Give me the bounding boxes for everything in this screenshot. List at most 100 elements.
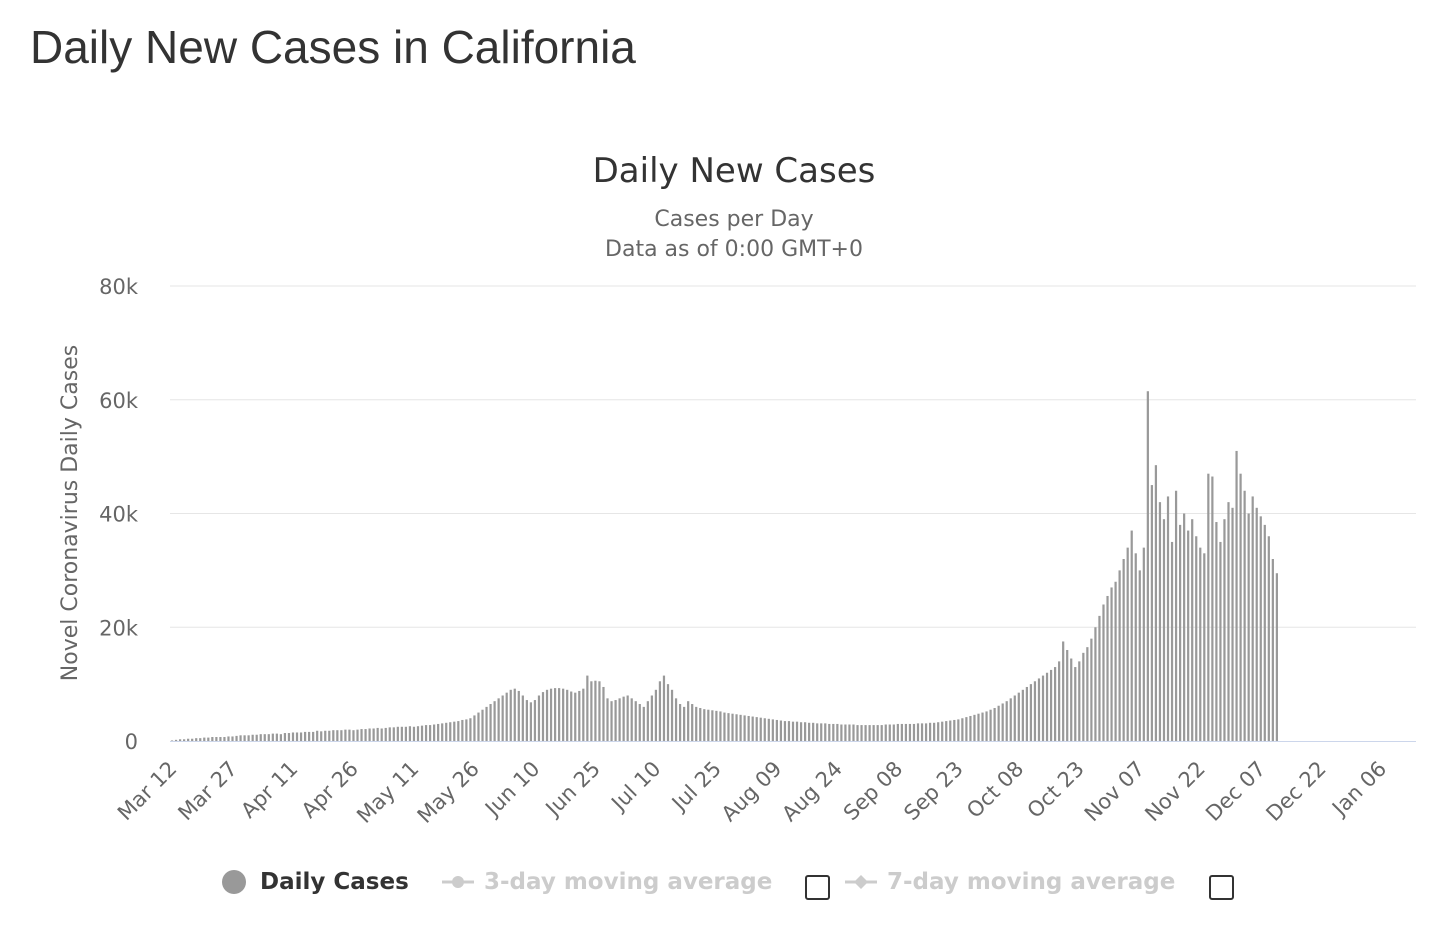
bar — [1078, 661, 1081, 742]
bar — [356, 729, 359, 742]
bar — [1239, 473, 1242, 741]
bar — [525, 700, 528, 741]
chart-subtitle-line-2: Data as of 0:00 GMT+0 — [605, 237, 863, 262]
bar — [880, 725, 883, 741]
bar — [924, 723, 928, 741]
bar — [828, 723, 831, 741]
bar — [1223, 519, 1226, 741]
bar — [1179, 524, 1182, 742]
x-tick-label: Sep 23 — [899, 757, 968, 826]
bar — [715, 710, 718, 741]
daily-cases-chart: Daily New Cases Cases per Day Data as of… — [58, 151, 1416, 828]
bar — [1271, 559, 1274, 741]
legend-item-7-day-average[interactable]: 7-day moving average — [845, 864, 1175, 900]
legend-item-daily-cases[interactable]: Daily Cases — [222, 864, 409, 900]
bar — [586, 675, 589, 741]
bar — [416, 726, 420, 741]
legend-checkbox-3-day[interactable] — [805, 875, 830, 900]
bar — [1162, 519, 1166, 741]
bar — [820, 723, 823, 741]
bar — [529, 702, 533, 741]
bar — [368, 728, 371, 741]
bar — [352, 730, 355, 741]
bar — [646, 701, 649, 741]
bar — [328, 730, 331, 741]
bar — [1005, 701, 1008, 741]
bar — [864, 725, 867, 741]
bar — [372, 728, 375, 741]
bar — [400, 726, 403, 741]
bar — [928, 722, 932, 741]
bar — [445, 722, 448, 741]
bar — [332, 730, 335, 741]
bar — [267, 734, 270, 741]
bar — [1001, 703, 1004, 741]
x-tick-label: Apr 11 — [236, 757, 302, 823]
page-title: Daily New Cases in California — [30, 21, 636, 73]
legend-label: Daily Cases — [260, 869, 409, 895]
bar — [199, 738, 202, 741]
bar — [602, 686, 605, 741]
bar — [812, 722, 815, 741]
legend-item-3-day-average[interactable]: 3-day moving average — [442, 864, 772, 900]
bar — [1114, 581, 1117, 741]
bar — [618, 698, 621, 741]
bar — [178, 739, 182, 741]
bar — [215, 737, 218, 741]
bar — [856, 725, 859, 741]
bar — [1219, 541, 1222, 741]
bar — [900, 723, 903, 741]
bar — [336, 730, 339, 741]
bar — [594, 680, 597, 741]
bar — [1174, 490, 1178, 741]
x-tick-label: Jul 25 — [666, 757, 726, 817]
bar — [731, 713, 734, 741]
bar — [735, 714, 738, 741]
bar — [412, 726, 416, 741]
x-tick-label: Mar 12 — [113, 757, 182, 826]
bar — [1187, 530, 1190, 741]
bar — [433, 724, 436, 741]
bar — [1025, 686, 1028, 741]
bar — [775, 719, 778, 741]
x-tick-label: Aug 24 — [777, 757, 847, 827]
bar — [896, 723, 899, 741]
x-tick-label: Nov 22 — [1140, 757, 1210, 827]
bar — [384, 727, 387, 741]
y-axis-label: Novel Coronavirus Daily Cases — [58, 345, 83, 681]
bar — [243, 735, 246, 741]
bar — [699, 708, 702, 741]
bar — [174, 739, 178, 741]
bar — [751, 716, 754, 741]
bar — [513, 688, 516, 741]
bar — [953, 719, 956, 741]
bar — [1142, 547, 1145, 742]
bar — [1267, 536, 1270, 741]
bar — [719, 711, 722, 741]
bar — [816, 723, 819, 741]
bar — [779, 720, 783, 741]
legend-checkbox-7-day[interactable] — [1209, 875, 1234, 900]
bar — [622, 696, 625, 741]
bar — [848, 724, 851, 741]
bar — [1211, 476, 1214, 741]
bar — [707, 709, 710, 741]
bar — [312, 731, 315, 741]
bar — [558, 688, 561, 741]
bar — [1263, 524, 1266, 742]
bar — [941, 721, 944, 741]
bar — [308, 731, 311, 741]
bar — [275, 733, 278, 741]
bar — [787, 721, 791, 741]
bar — [562, 688, 565, 741]
bar — [537, 695, 541, 741]
bar — [183, 739, 186, 741]
bar — [1243, 490, 1246, 741]
bar — [449, 722, 452, 741]
bar — [1203, 553, 1206, 741]
bar — [239, 735, 242, 741]
bar — [1247, 513, 1250, 741]
bar — [533, 700, 537, 741]
bar — [324, 730, 327, 741]
